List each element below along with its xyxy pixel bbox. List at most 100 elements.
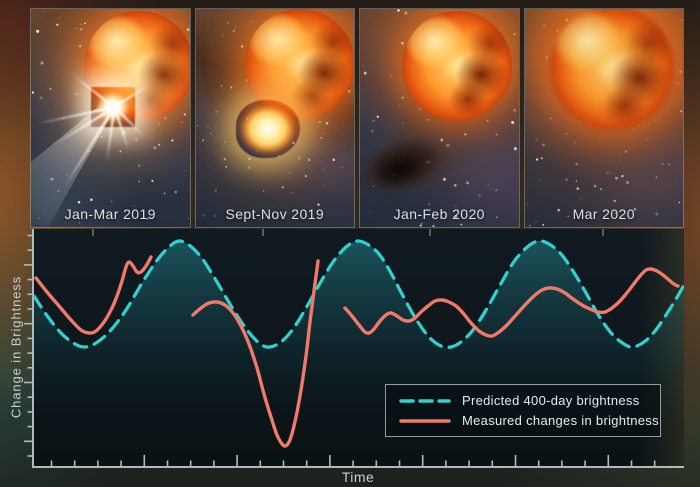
star-dot	[460, 223, 463, 226]
star-dot	[575, 187, 579, 191]
star-dot	[614, 176, 618, 180]
panel-jan-mar-2019: Jan-Mar 2019	[30, 8, 191, 228]
star-dot	[513, 108, 517, 112]
star-dot	[613, 211, 616, 215]
star-dot	[534, 220, 537, 223]
star-dot	[119, 150, 122, 153]
star-dot	[196, 125, 198, 127]
star-dot	[555, 29, 559, 33]
star-dot	[466, 181, 470, 185]
star-dot	[420, 222, 423, 225]
panel-jan-feb-2020: Jan-Feb 2020	[359, 8, 520, 228]
star-dot	[678, 201, 680, 204]
star-dot	[75, 93, 78, 96]
star-dot	[432, 224, 435, 227]
legend-entry-predicted: Predicted 400-day brightness	[399, 393, 660, 408]
star-dot	[214, 110, 218, 114]
star-dot	[84, 22, 86, 25]
star-dot	[506, 37, 508, 39]
star-dot	[397, 218, 399, 220]
star-dot	[56, 23, 59, 26]
star-dot	[79, 222, 80, 224]
star-dot	[556, 208, 560, 212]
star-dot	[419, 224, 422, 227]
star-dot	[223, 158, 226, 161]
predicted-curve	[33, 239, 684, 350]
star-dot	[613, 199, 616, 203]
star-dot	[297, 157, 300, 160]
star-dot	[575, 180, 577, 182]
star-dot	[220, 85, 222, 87]
measured-curve-segment	[343, 267, 680, 338]
panel-date-label: Mar 2020	[572, 206, 635, 222]
star-dot	[428, 203, 431, 206]
star-dot	[625, 180, 629, 185]
star-dot	[573, 141, 576, 144]
star-dot	[541, 143, 545, 147]
star-dot	[213, 215, 216, 217]
ejected-gas-cloud	[236, 99, 301, 158]
star-dot	[226, 22, 229, 24]
star-dot	[372, 119, 375, 122]
star-dot	[680, 19, 683, 21]
star-dot	[110, 200, 113, 203]
star-dot	[567, 215, 569, 217]
star-dot	[454, 215, 458, 218]
panel-date-label: Jan-Mar 2019	[64, 206, 156, 222]
star-dot	[288, 172, 291, 174]
star-dot	[229, 86, 232, 89]
star-dot	[390, 74, 393, 77]
star-dot	[323, 185, 325, 186]
star-dot	[188, 218, 190, 220]
star-dot	[513, 64, 515, 66]
star-dot	[401, 41, 404, 45]
star-dot	[487, 184, 489, 186]
star-dot	[289, 191, 292, 194]
star-dot	[79, 27, 83, 31]
panel-sept-nov-2019: Sept-Nov 2019	[194, 8, 355, 228]
star-dot	[224, 141, 226, 143]
star-dot	[545, 56, 548, 59]
star-dot	[363, 71, 367, 75]
star-dot	[322, 132, 324, 134]
star-dot	[214, 189, 217, 192]
star-dot	[319, 137, 322, 139]
star-dot	[580, 198, 582, 200]
star-dot	[184, 170, 186, 172]
star-dot	[528, 224, 531, 227]
star-dot	[371, 129, 374, 133]
flare-burst	[38, 74, 153, 189]
star-dot	[454, 174, 456, 176]
star-dot	[455, 205, 457, 207]
star-dot	[593, 184, 596, 188]
star-dot	[164, 116, 167, 120]
star-dot	[39, 96, 43, 100]
star-dot	[221, 34, 223, 36]
star-dot	[679, 110, 682, 113]
star-dot	[49, 87, 52, 90]
star-dot	[75, 27, 78, 29]
star-dot	[605, 171, 609, 175]
legend-swatch-dashed-line	[399, 398, 451, 403]
star-dot	[495, 189, 498, 191]
star-dot	[369, 211, 371, 213]
star-dot	[619, 159, 621, 161]
star-dot	[496, 216, 498, 218]
star-dot	[232, 29, 235, 33]
star-dot	[676, 82, 679, 85]
star-dot	[576, 216, 579, 219]
star-dot	[653, 119, 656, 121]
star-dot	[151, 179, 154, 182]
star-dot	[158, 123, 160, 125]
star-dot	[36, 29, 40, 33]
star-dot	[564, 178, 568, 182]
star-dot	[535, 158, 538, 161]
star-dot	[408, 213, 410, 215]
star-dot	[464, 133, 467, 136]
star-dot	[341, 167, 343, 169]
star-dot	[247, 157, 251, 161]
star-dot	[404, 11, 408, 15]
star-dot	[397, 9, 400, 12]
star-dot	[138, 180, 141, 183]
star-dot	[636, 124, 640, 127]
